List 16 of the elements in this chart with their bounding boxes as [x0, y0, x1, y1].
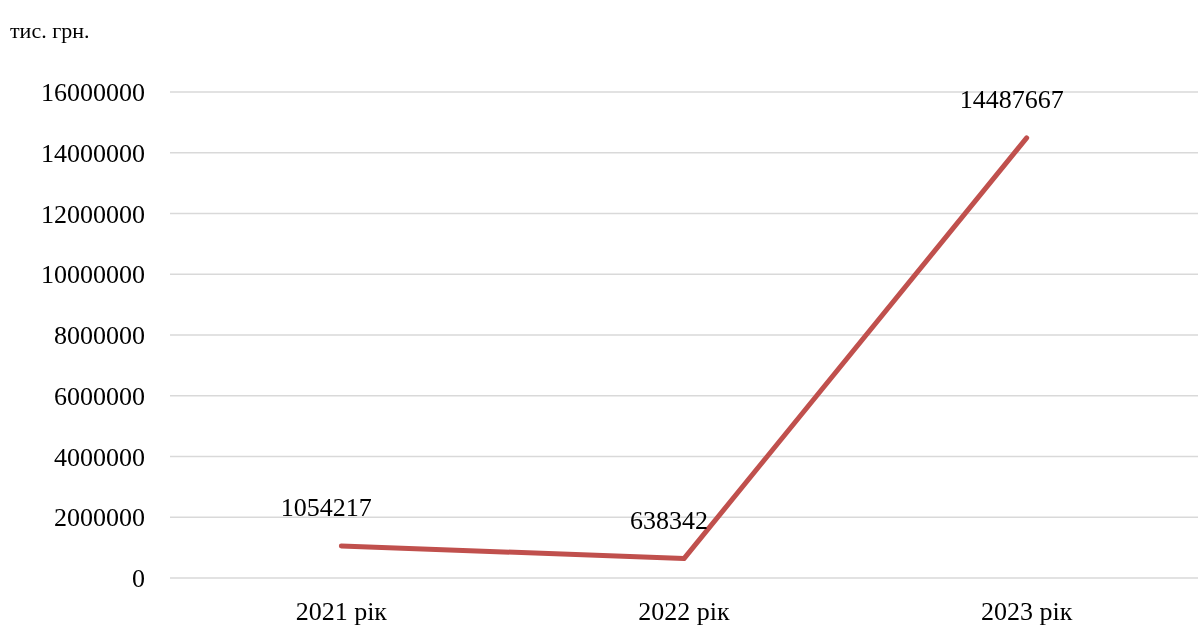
y-tick-label: 6000000	[54, 381, 145, 411]
y-tick-label: 16000000	[41, 78, 145, 108]
data-label: 638342	[630, 505, 708, 535]
x-tick-label: 2023 рік	[980, 597, 1073, 626]
y-axis-title: тис. грн.	[10, 18, 90, 43]
y-tick-label: 2000000	[54, 503, 145, 533]
y-tick-label: 12000000	[41, 199, 145, 229]
data-label: 1054217	[280, 492, 372, 522]
y-tick-label: 4000000	[54, 442, 145, 472]
y-tick-label: 0	[132, 564, 145, 594]
x-tick-label: 2022 рік	[638, 597, 731, 626]
x-tick-label: 2021 рік	[295, 597, 388, 626]
data-label: 14487667	[959, 84, 1064, 114]
y-tick-label: 14000000	[41, 138, 145, 168]
y-tick-label: 8000000	[54, 321, 145, 351]
y-tick-label: 10000000	[41, 260, 145, 290]
